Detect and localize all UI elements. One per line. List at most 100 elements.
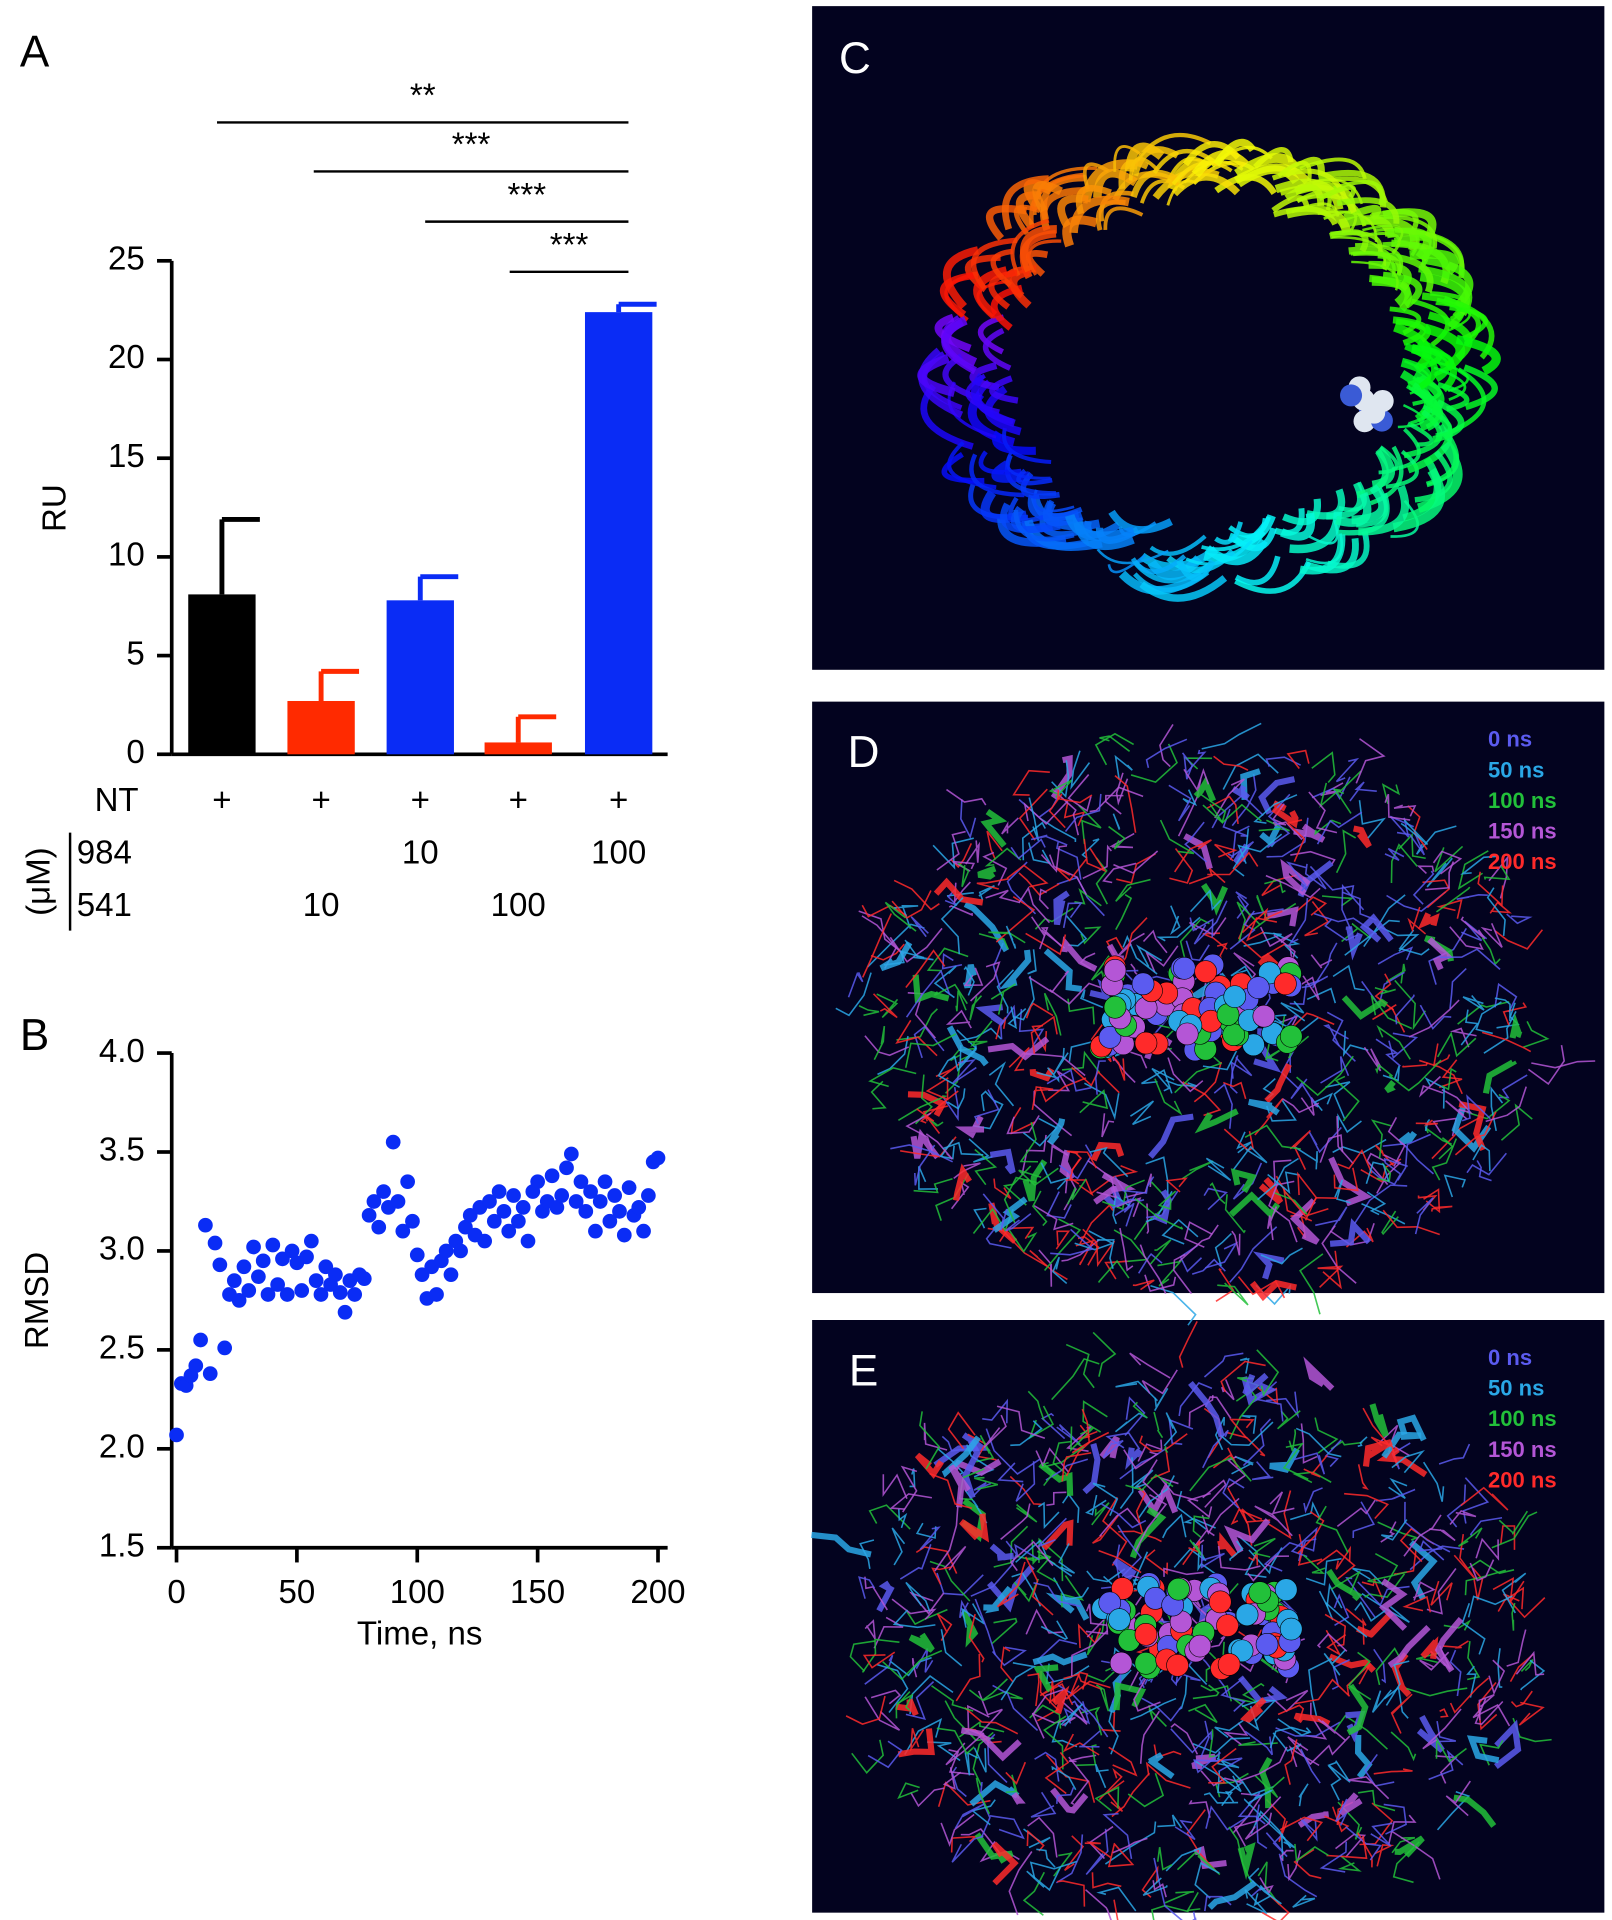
strand xyxy=(1225,1431,1266,1457)
ligand-atom xyxy=(1175,1022,1199,1046)
strand xyxy=(889,1493,933,1510)
strand xyxy=(1132,1279,1155,1291)
strand xyxy=(1488,1659,1506,1696)
strand xyxy=(1048,1680,1065,1704)
strand xyxy=(1441,1067,1457,1091)
strand xyxy=(945,1009,972,1029)
strand xyxy=(1111,1772,1151,1818)
point xyxy=(251,1269,266,1285)
strand xyxy=(1239,1357,1250,1374)
strand xyxy=(1040,845,1068,873)
strand xyxy=(995,896,1036,943)
strand xyxy=(1394,994,1415,1025)
strand xyxy=(1006,1115,1040,1135)
strand xyxy=(1129,1352,1171,1379)
condition-label: NT xyxy=(95,782,139,819)
strand xyxy=(1253,794,1298,824)
strand xyxy=(1179,1244,1203,1273)
strand xyxy=(996,1405,1046,1439)
strand xyxy=(1217,1771,1242,1795)
strand xyxy=(1288,897,1309,945)
strand xyxy=(970,1799,996,1826)
condition-label: 541 xyxy=(77,887,132,924)
strand xyxy=(1527,1045,1566,1086)
strand xyxy=(1068,1756,1090,1806)
strand xyxy=(1387,1625,1431,1669)
legend-label: 100 ns xyxy=(1488,1406,1557,1431)
strand xyxy=(1062,1733,1100,1756)
ribbon xyxy=(1421,255,1474,309)
strand xyxy=(1398,1131,1418,1146)
strand xyxy=(1314,819,1342,836)
strand xyxy=(1483,865,1511,881)
strand xyxy=(876,1663,909,1713)
strand xyxy=(1134,1197,1184,1230)
strand xyxy=(1193,775,1217,802)
point xyxy=(371,1219,387,1235)
legend-label: 0 ns xyxy=(1488,727,1532,752)
strand xyxy=(1067,774,1092,813)
strand xyxy=(1232,828,1250,877)
strand xyxy=(974,1148,998,1186)
strand xyxy=(1192,1684,1220,1700)
strand xyxy=(1337,1113,1362,1134)
strand xyxy=(1172,1253,1193,1295)
strand xyxy=(1170,1722,1199,1755)
strand xyxy=(1207,1880,1257,1910)
strand xyxy=(1011,1792,1026,1805)
ribbon xyxy=(942,246,979,310)
strand xyxy=(1332,1138,1387,1155)
point xyxy=(405,1213,420,1229)
strand xyxy=(1366,1152,1389,1186)
strand xyxy=(1375,1488,1416,1502)
strand xyxy=(909,1728,925,1752)
strand xyxy=(1165,1177,1188,1193)
panel-letter: E xyxy=(849,1347,878,1396)
strand xyxy=(1115,772,1129,806)
strand xyxy=(1273,1191,1308,1216)
strand xyxy=(1449,1027,1477,1048)
strand xyxy=(1063,802,1086,827)
strand xyxy=(1148,1113,1194,1159)
ribbon xyxy=(1351,260,1399,291)
point xyxy=(549,1200,565,1215)
significance-label: *** xyxy=(550,227,589,264)
point xyxy=(308,1273,324,1288)
strand xyxy=(1214,778,1245,819)
x-tick-label: 200 xyxy=(630,1574,685,1611)
point xyxy=(486,1213,502,1229)
error-bar xyxy=(219,516,260,595)
point xyxy=(496,1204,512,1219)
strand xyxy=(1238,1675,1288,1705)
ribbon xyxy=(1331,235,1387,270)
strand xyxy=(1374,1844,1395,1867)
point xyxy=(169,1427,184,1443)
strand xyxy=(1185,940,1210,961)
strand xyxy=(1400,819,1429,846)
strand xyxy=(1141,1369,1178,1395)
ligand-atom xyxy=(1279,1024,1303,1048)
strand xyxy=(942,1767,962,1790)
strand xyxy=(1494,997,1511,1022)
strand xyxy=(1033,1582,1082,1608)
strand xyxy=(1071,1700,1089,1715)
strand xyxy=(1275,1721,1341,1737)
ribbon xyxy=(1433,366,1467,401)
strand xyxy=(973,1747,987,1773)
strand xyxy=(1147,1752,1175,1780)
strand xyxy=(1417,912,1440,930)
strand xyxy=(956,1029,978,1068)
strand xyxy=(1265,756,1302,767)
strand xyxy=(1200,793,1227,824)
strand xyxy=(1466,1093,1511,1120)
strand xyxy=(1203,1187,1228,1211)
strand xyxy=(1462,1477,1490,1524)
strand xyxy=(1113,1899,1119,1920)
strand xyxy=(941,953,963,970)
strand xyxy=(1186,1809,1218,1873)
strand xyxy=(1442,1640,1469,1649)
strand xyxy=(1186,749,1207,774)
strand xyxy=(1259,1877,1274,1895)
strand xyxy=(1145,1156,1169,1203)
